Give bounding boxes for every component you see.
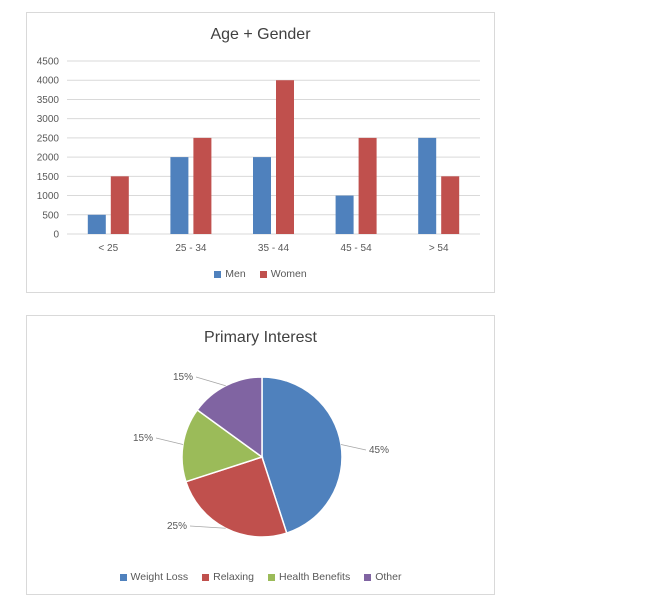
legend-swatch-men [214,270,222,278]
pie-chart-panel: Primary Interest 45% 25% 15% 15% Weight Los… [26,315,495,595]
y-tick-label: 2000 [37,153,60,164]
y-tick-label: 2500 [37,133,60,144]
bar-women-0 [110,176,129,234]
pie-chart-svg: 45% 25% 15% 15% [133,372,389,538]
bar-women-1 [193,137,212,234]
pie-chart-title: Primary Interest [204,329,317,346]
pie-data-label: 25% [167,521,187,532]
x-tick-label: 45 - 54 [341,243,373,254]
bar-women-3 [358,137,377,234]
bar-women-4 [441,176,460,234]
legend-item-weight-loss: Weight Loss [119,571,189,583]
y-tick-label: 1000 [37,191,60,202]
legend-label-other: Other [375,571,402,583]
legend-label-weight-loss: Weight Loss [130,571,189,583]
bar-chart-legend: Men Women [27,268,494,280]
pie-chart-legend: Weight Loss Relaxing Health Benefits Oth… [27,571,494,583]
x-tick-label: < 25 [98,243,118,254]
x-tick-label: 35 - 44 [258,243,290,254]
legend-swatch-women [259,270,267,278]
x-tick-label: > 54 [429,243,449,254]
y-tick-label: 1500 [37,172,60,183]
legend-item-women: Women [259,268,307,280]
pie-slice-other [196,376,263,459]
bar-men-1 [170,157,189,234]
pie-slice-health-benefits [181,408,264,483]
y-tick-label: 3000 [37,114,60,125]
legend-label-men: Men [225,268,246,280]
legend-item-men: Men [214,268,246,280]
legend-swatch-health-benefits [267,573,275,581]
bar-men-3 [335,195,354,234]
legend-item-other: Other [364,571,401,583]
x-tick-label: 25 - 34 [175,243,207,254]
pie-data-label: 45% [369,445,389,456]
leader-line [195,376,226,387]
bar-chart-svg: 0 500 1000 1500 2000 2500 3000 3500 4000 4500 < 25… [37,57,480,254]
legend-label-relaxing: Relaxing [213,571,254,583]
y-tick-label: 3500 [37,95,60,106]
leader-line [155,437,184,445]
bar-women-2 [276,80,294,234]
y-tick-label: 0 [53,230,59,241]
legend-label-women: Women [270,268,307,280]
legend-swatch-relaxing [202,573,210,581]
legend-swatch-weight-loss [119,573,127,581]
legend-swatch-other [364,573,372,581]
pie-slice-relaxing [184,456,288,538]
bar-chart-title: Age + Gender [210,26,311,43]
legend-label-health-benefits: Health Benefits [278,571,351,583]
pie-data-label: 15% [173,372,193,383]
y-tick-label: 500 [42,210,59,221]
y-tick-label: 4000 [37,76,60,87]
bar-men-2 [253,157,271,234]
pie-slice-weight-loss [261,376,343,535]
bar-chart-panel: Age + Gender 0 500 1000 1500 2000 2500 3000 350… [26,12,495,293]
legend-item-health-benefits: Health Benefits [267,571,351,583]
leader-line [340,444,367,451]
y-tick-label: 4500 [37,57,60,68]
bar-men-0 [87,214,106,234]
legend-item-relaxing: Relaxing [202,571,254,583]
pie-data-label: 15% [133,433,153,444]
bar-men-4 [418,137,437,234]
leader-line [189,525,226,529]
